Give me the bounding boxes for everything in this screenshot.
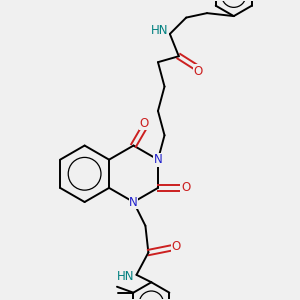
Text: O: O — [181, 182, 190, 194]
Text: HN: HN — [116, 270, 134, 283]
Text: N: N — [129, 196, 138, 208]
Text: N: N — [154, 153, 162, 166]
Text: O: O — [194, 64, 203, 78]
Text: O: O — [139, 117, 148, 130]
Text: O: O — [171, 240, 181, 253]
Text: HN: HN — [151, 25, 168, 38]
